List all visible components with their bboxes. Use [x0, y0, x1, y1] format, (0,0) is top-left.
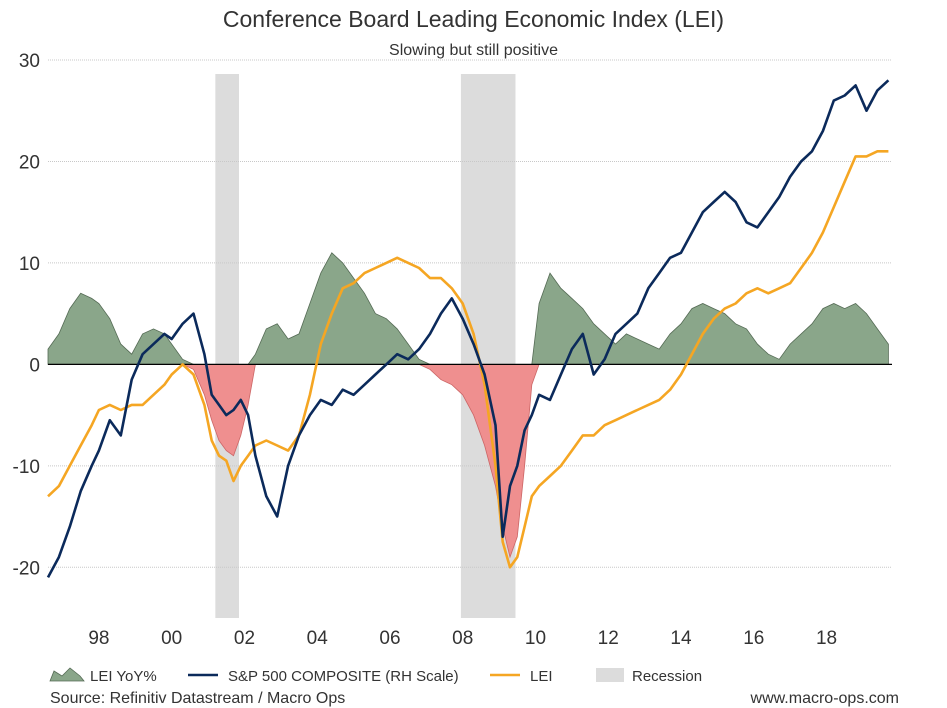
y-tick-label: 20 [19, 152, 40, 173]
x-tick-label: 04 [307, 628, 329, 649]
lei-line [47, 150, 889, 569]
legend-swatch-area [49, 667, 85, 682]
legend-item-2: S&P 500 COMPOSITE (RH Scale) [188, 668, 459, 685]
x-tick-label: 18 [816, 628, 837, 649]
x-tick-label: 16 [743, 628, 764, 649]
y-tick-label: 30 [19, 51, 40, 72]
legend-label: LEI [530, 668, 553, 685]
recession-band-1 [215, 74, 239, 618]
y-tick-label: -10 [13, 457, 40, 478]
x-tick-label: 98 [88, 628, 109, 649]
legend-item-3: LEI [490, 668, 553, 685]
x-tick-label: 08 [452, 628, 473, 649]
x-tick-label: 02 [234, 628, 255, 649]
legend-label: S&P 500 COMPOSITE (RH Scale) [228, 668, 459, 685]
legend-label: Recession [632, 668, 702, 685]
chart-subtitle: Slowing but still positive [389, 42, 558, 59]
x-tick-label: 10 [525, 628, 546, 649]
x-tick-label: 14 [670, 628, 692, 649]
y-tick-label: -20 [13, 558, 40, 579]
x-tick-label: 12 [598, 628, 619, 649]
legend-item-4: Recession [596, 668, 702, 685]
x-tick-label: 06 [379, 628, 400, 649]
legend-swatch-box [596, 668, 624, 682]
legend-item-1: LEI YoY% [49, 667, 157, 685]
sp500-line [46, 79, 890, 579]
chart-title: Conference Board Leading Economic Index … [222, 6, 725, 32]
y-tick-label: 0 [29, 355, 40, 376]
legend-label: LEI YoY% [90, 668, 157, 685]
x-tick-label: 00 [161, 628, 182, 649]
source-note: Source: Refinitiv Datastream / Macro Ops [50, 690, 346, 707]
y-tick-label: 10 [19, 254, 40, 275]
website-note: www.macro-ops.com [750, 690, 899, 707]
